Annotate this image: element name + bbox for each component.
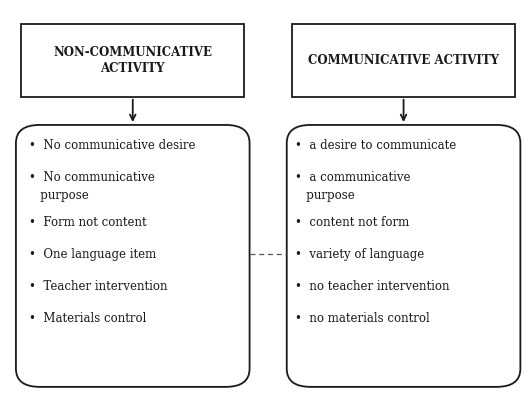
Text: •  No communicative
   purpose: • No communicative purpose <box>29 171 155 202</box>
Text: •  no materials control: • no materials control <box>295 312 430 325</box>
Text: •  content not form: • content not form <box>295 216 409 229</box>
Text: •  a desire to communicate: • a desire to communicate <box>295 139 456 152</box>
Text: •  Teacher intervention: • Teacher intervention <box>29 280 168 293</box>
Text: •  No communicative desire: • No communicative desire <box>29 139 196 152</box>
Text: NON-COMMUNICATIVE
ACTIVITY: NON-COMMUNICATIVE ACTIVITY <box>53 46 212 75</box>
Text: •  no teacher intervention: • no teacher intervention <box>295 280 449 293</box>
Text: COMMUNICATIVE ACTIVITY: COMMUNICATIVE ACTIVITY <box>308 54 499 67</box>
Text: •  One language item: • One language item <box>29 248 157 261</box>
Bar <box>292 24 515 97</box>
Text: •  a communicative
   purpose: • a communicative purpose <box>295 171 410 202</box>
FancyBboxPatch shape <box>16 125 250 387</box>
Text: •  Materials control: • Materials control <box>29 312 147 325</box>
Text: •  variety of language: • variety of language <box>295 248 424 261</box>
Bar <box>21 24 244 97</box>
FancyBboxPatch shape <box>287 125 520 387</box>
Text: •  Form not content: • Form not content <box>29 216 147 229</box>
